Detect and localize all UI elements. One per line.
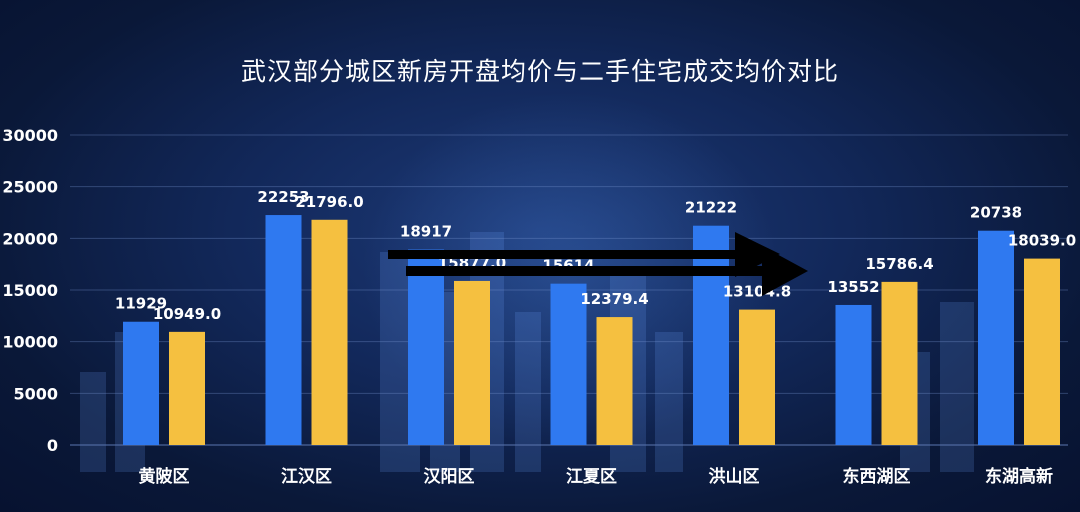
- data-label: 21222: [685, 199, 737, 217]
- chart-title: 武汉部分城区新房开盘均价与二手住宅成交均价对比: [240, 57, 839, 86]
- y-tick-label: 25000: [2, 178, 58, 197]
- annotation-arrow-lower-shaft: [406, 266, 768, 276]
- y-tick-label: 0: [47, 436, 58, 455]
- category-label: 东西湖区: [843, 466, 911, 487]
- data-label: 22253: [257, 188, 309, 206]
- bar-series-yellow: [596, 317, 633, 445]
- bar-series-blue: [693, 225, 729, 445]
- bar-series-yellow: [454, 280, 490, 445]
- bar-series-yellow: [169, 331, 205, 445]
- bar-series-blue: [978, 230, 1014, 445]
- bar-series-blue: [408, 249, 444, 445]
- annotation-arrow-upper-shaft: [388, 250, 740, 259]
- bar-series-blue: [550, 283, 587, 445]
- bar-series-blue: [123, 321, 159, 445]
- category-label: 黄陂区: [139, 466, 190, 487]
- bar-series-yellow: [311, 219, 348, 445]
- data-label: 13552: [827, 278, 879, 296]
- category-label: 江汉区: [281, 467, 332, 487]
- category-label: 江夏区: [566, 467, 617, 487]
- category-label: 东湖高新: [985, 466, 1053, 487]
- bar-series-yellow: [881, 281, 918, 445]
- data-label: 12379.4: [580, 290, 648, 308]
- data-label: 18917: [400, 223, 452, 241]
- data-label: 20738: [970, 204, 1022, 222]
- bar-series-blue: [265, 215, 302, 445]
- y-tick-label: 10000: [2, 333, 58, 352]
- category-label: 汉阳区: [424, 467, 475, 487]
- y-tick-label: 30000: [2, 126, 58, 145]
- y-tick-label: 15000: [2, 281, 58, 300]
- bar-series-blue: [835, 304, 872, 445]
- bar-series-yellow: [1024, 258, 1060, 445]
- data-label: 10949.0: [153, 305, 221, 323]
- category-label: 洪山区: [709, 466, 760, 487]
- data-label: 15786.4: [865, 255, 933, 273]
- bar-series-yellow: [739, 309, 775, 445]
- y-tick-label: 5000: [13, 384, 58, 403]
- y-tick-label: 20000: [2, 229, 58, 248]
- annotation-arrow-upper-head: [735, 232, 780, 277]
- annotation-arrow-lower-head: [762, 246, 808, 296]
- data-label: 21796.0: [295, 193, 363, 211]
- data-label: 18039.0: [1008, 232, 1076, 250]
- data-label: 11929: [115, 295, 167, 313]
